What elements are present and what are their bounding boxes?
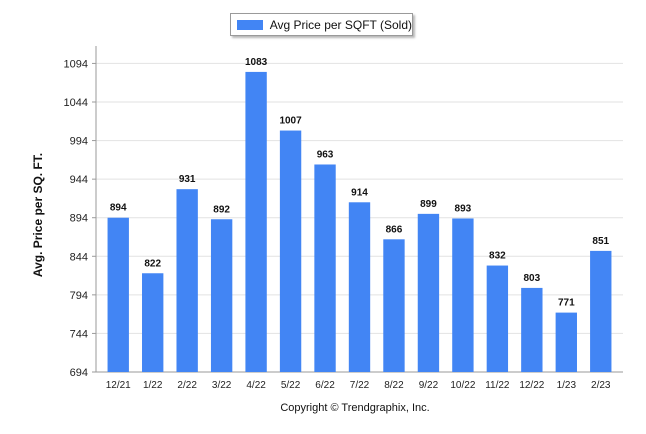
data-label: 899 [420,199,437,210]
data-label: 894 [110,203,127,214]
y-tick-label: 744 [70,328,88,340]
data-label: 963 [317,149,334,160]
bar [245,71,267,373]
data-label: 771 [558,298,575,309]
bar [521,287,543,372]
legend-swatch [237,19,263,30]
data-label: 822 [144,258,161,269]
x-tick-label: 2/22 [177,380,197,391]
bar [142,273,164,372]
bar [210,219,233,372]
x-tick-label: 2/23 [591,380,611,391]
y-tick-label: 1094 [64,58,88,70]
y-tick-label: 844 [70,251,88,263]
data-label: 1007 [279,116,302,127]
x-tick-label: 10/22 [450,380,475,391]
data-label: 851 [592,236,609,247]
data-label: 893 [455,203,472,214]
bar [417,213,440,372]
copyright-text: Copyright © Trendgraphix, Inc. [280,402,430,414]
data-label: 892 [213,204,230,215]
data-label: 914 [351,187,368,198]
x-tick-label: 1/22 [143,380,163,391]
x-tick-label: 9/22 [419,380,439,391]
bar [176,189,198,372]
bar [590,250,612,372]
data-label: 931 [179,174,196,185]
x-tick-label: 1/23 [557,380,577,391]
x-tick-label: 6/22 [315,380,335,391]
bar [348,202,371,372]
bar [486,265,509,372]
x-tick-label: 12/21 [106,380,131,391]
data-label: 1083 [245,57,268,68]
data-label: 866 [386,224,403,235]
bar [452,218,474,372]
x-tick-label: 5/22 [281,380,301,391]
bar [279,130,302,372]
bar [314,164,336,372]
y-tick-label: 994 [70,136,88,148]
y-tick-label: 894 [70,213,88,225]
bar [107,217,129,372]
x-tick-label: 11/22 [485,380,510,391]
y-tick-label: 794 [70,290,88,302]
data-label: 832 [489,251,506,262]
legend-label: Avg Price per SQFT (Sold) [269,17,412,32]
x-tick-label: 8/22 [384,380,404,391]
y-tick-label: 1044 [64,97,88,109]
data-label: 803 [523,273,540,284]
bar [555,312,577,372]
legend: Avg Price per SQFT (Sold) [230,13,413,36]
x-tick-label: 4/22 [246,380,266,391]
x-tick-label: 3/22 [212,380,232,391]
y-tick-label: 944 [70,174,88,186]
x-tick-label: 12/22 [519,380,544,391]
x-tick-label: 7/22 [350,380,370,391]
y-tick-label: 694 [70,367,88,379]
bar [383,239,405,372]
